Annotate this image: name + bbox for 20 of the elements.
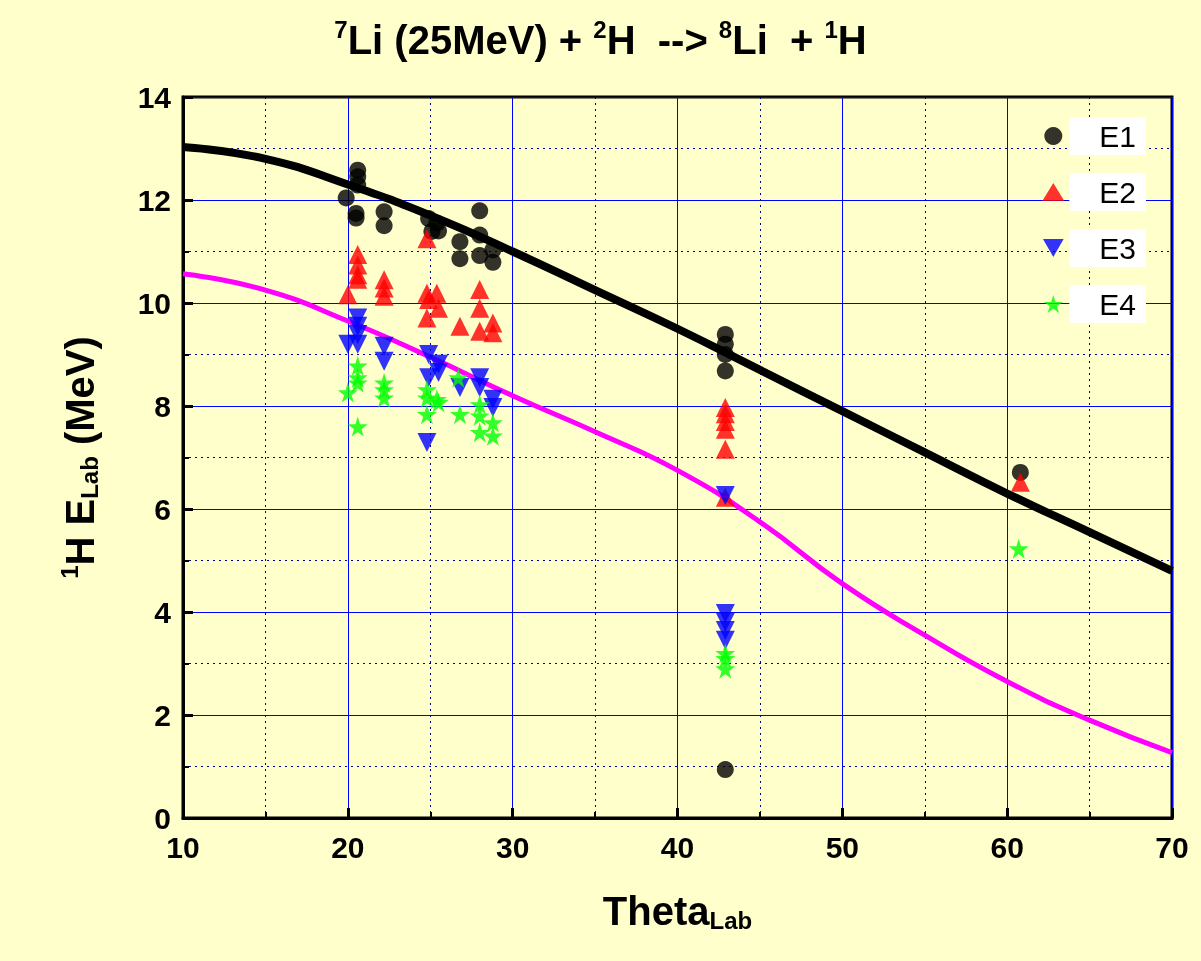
y-tick-label: 2 bbox=[154, 698, 171, 732]
legend-label: E3 bbox=[1099, 231, 1137, 265]
x-tick-label: 30 bbox=[495, 830, 530, 864]
y-axis-title: 1H ELab (MeV) bbox=[55, 336, 103, 579]
y-tick-label: 8 bbox=[154, 389, 171, 423]
legend-label: E1 bbox=[1099, 119, 1137, 153]
x-tick-label: 50 bbox=[825, 830, 860, 864]
y-tick-label: 14 bbox=[137, 80, 172, 114]
x-tick-label: 20 bbox=[331, 830, 365, 864]
y-tick-label: 6 bbox=[154, 492, 171, 526]
x-tick-label: 60 bbox=[990, 830, 1024, 864]
legend-label: E4 bbox=[1099, 287, 1137, 321]
x-tick-label: 70 bbox=[1155, 830, 1189, 864]
y-tick-label: 10 bbox=[137, 286, 171, 320]
y-tick-label: 12 bbox=[137, 183, 171, 217]
legend-label: E2 bbox=[1099, 175, 1137, 209]
y-tick-label: 0 bbox=[154, 801, 171, 835]
x-axis-title: ThetaLab bbox=[602, 889, 753, 934]
x-tick-label: 40 bbox=[660, 830, 695, 864]
y-tick-label: 4 bbox=[154, 595, 172, 629]
